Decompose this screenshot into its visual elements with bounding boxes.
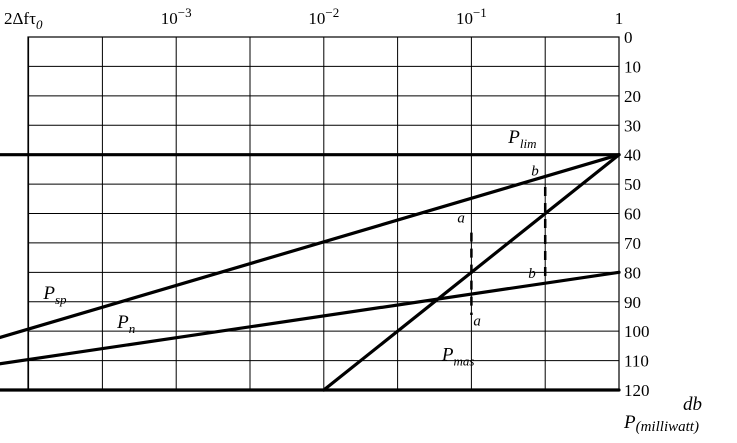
marker-label-b-bottom: b [528, 266, 536, 282]
y-tick-label: 100 [624, 322, 650, 341]
y-tick-label: 80 [624, 263, 641, 282]
series-line-n [0, 270, 621, 366]
y-unit-bottom: P(milliwatt) [623, 412, 699, 435]
marker-label-a-top: a [457, 210, 465, 226]
y-tick-label: 50 [624, 175, 641, 194]
marker-label-a-bottom: a [473, 313, 481, 329]
y-tick-label: 90 [624, 293, 641, 312]
markers-group [470, 187, 547, 315]
y-tick-label: 20 [624, 87, 641, 106]
y-tick-label: 30 [624, 116, 641, 135]
x-tick-label: 10−2 [308, 5, 339, 28]
series-line-sp [0, 153, 621, 340]
y-unit-top: db [683, 394, 702, 415]
x-tick-label: 10−1 [456, 5, 487, 28]
series-label-lim: Plim [507, 127, 536, 151]
marker-label-b-top: b [531, 163, 539, 179]
grid [27, 36, 620, 391]
y-tick-label: 110 [624, 352, 649, 371]
series-label-mas: Pmas [441, 345, 475, 369]
y-tick-label: 60 [624, 205, 641, 224]
y-tick-label: 120 [624, 381, 650, 400]
y-tick-label: 70 [624, 234, 641, 253]
corner-label: 2Δfτ0 [4, 9, 43, 32]
y-tick-label: 0 [624, 28, 633, 47]
y-tick-label: 40 [624, 146, 641, 165]
x-tick-label: 10−3 [161, 5, 192, 28]
series-label-n: Pn [116, 312, 135, 336]
series-label-sp: Psp [42, 283, 67, 307]
x-tick-label: 1 [615, 9, 624, 28]
labels-group: 10−3 10−2 10−1 1 2Δfτ0 0 10 20 30 40 50 60 70 80 90 100… [4, 5, 702, 435]
y-tick-label: 10 [624, 57, 641, 76]
